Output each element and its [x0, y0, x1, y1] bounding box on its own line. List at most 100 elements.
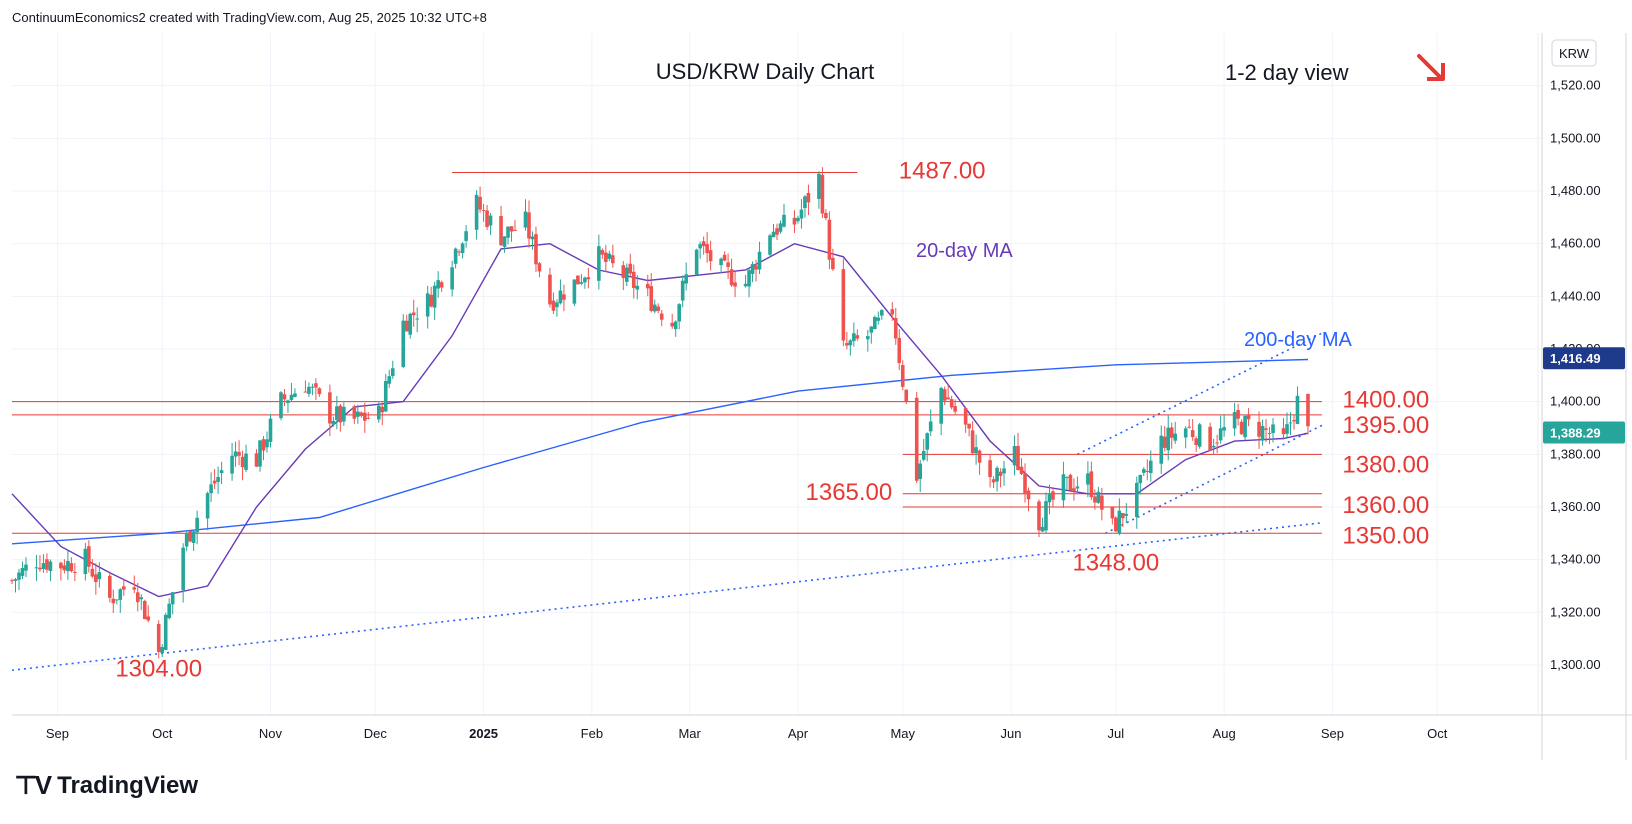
candle-body [94, 574, 98, 583]
candle-body [265, 439, 269, 448]
level-label: 1350.00 [1342, 522, 1429, 549]
candle-body [624, 267, 629, 282]
candle-body [1159, 435, 1164, 464]
tradingview-logo[interactable]: ⊤V TradingView [14, 770, 198, 801]
candle-body [513, 229, 517, 231]
candle-body [1162, 436, 1167, 448]
candle-body [87, 546, 91, 567]
candle-body [733, 282, 737, 287]
candle-body [597, 246, 601, 281]
candle-body [233, 451, 238, 457]
candle-body [649, 286, 654, 311]
candle-body [768, 235, 772, 255]
candle-body [338, 405, 343, 423]
candle-body [848, 340, 853, 346]
candle-body [820, 174, 825, 214]
candle-body [1114, 517, 1118, 532]
candle-body [1295, 395, 1300, 424]
candle-body [244, 453, 248, 470]
x-tick-label: Mar [678, 726, 701, 741]
candle-body [729, 269, 734, 286]
candle-body [698, 244, 702, 249]
x-tick-label: Sep [1321, 726, 1344, 741]
candle-body [680, 280, 685, 301]
candle-body [991, 479, 996, 483]
candle-body [1264, 428, 1268, 430]
candle-body [921, 451, 926, 460]
candle-body [132, 587, 137, 590]
x-tick-label: Jul [1108, 726, 1125, 741]
candle-body [656, 306, 661, 311]
y-tick-label: 1,480.00 [1550, 183, 1601, 198]
candle-body [45, 559, 49, 570]
currency-box[interactable] [1551, 39, 1597, 67]
candle-body [611, 255, 615, 264]
candle-body [1218, 428, 1223, 441]
candle-body [621, 265, 626, 278]
candle-body [146, 616, 151, 621]
candle-body [114, 599, 119, 601]
candle-body [942, 389, 947, 401]
candle-body [20, 567, 25, 576]
candle-body [289, 394, 294, 400]
candle-body [974, 447, 978, 454]
candle-body [939, 387, 943, 424]
candle-body [1117, 510, 1122, 534]
candle-body [852, 333, 856, 342]
candle-body [359, 412, 364, 416]
candle-body [97, 572, 102, 580]
candle-body [90, 568, 95, 577]
y-tick-label: 1,520.00 [1550, 78, 1601, 93]
candle-body [439, 282, 444, 288]
candle-body [782, 214, 786, 227]
candle-body [719, 258, 723, 266]
candle-body [775, 228, 779, 235]
chart-area[interactable]: 1,300.00 1,320.00 1,340.00 1,360.00 1,380.00… [0, 0, 1632, 765]
candle-body [303, 391, 308, 393]
candle-body [432, 285, 437, 308]
candle-body [212, 480, 217, 484]
x-tick-label: 2025 [469, 726, 498, 741]
candle-body [1246, 414, 1251, 420]
candle-body [464, 231, 468, 241]
usdkrw-chart[interactable]: 1,300.00 1,320.00 1,340.00 1,360.00 1,380.00… [0, 0, 1632, 760]
candle-body [135, 592, 140, 603]
candle-body [261, 439, 266, 451]
candle-body [478, 196, 482, 210]
level-label: 1365.00 [806, 479, 893, 506]
candle-body [817, 173, 821, 199]
candle-body [1093, 496, 1097, 503]
candle-body [1044, 501, 1048, 531]
candle-body [1145, 470, 1150, 472]
candle-body [604, 252, 608, 262]
last-price-tag: 1,388.29 [1550, 425, 1601, 440]
ma200-line [11, 358, 1309, 545]
candle-body [803, 196, 807, 209]
candle-body [652, 304, 657, 312]
candle-body [722, 254, 727, 261]
level-label: 1400.00 [1342, 387, 1429, 414]
candle-body [866, 336, 870, 340]
candle-body [387, 376, 392, 384]
candle-body [925, 433, 930, 450]
candle-body [530, 236, 535, 240]
candle-body [799, 209, 804, 219]
candle-body [499, 215, 503, 246]
candle-body [1026, 490, 1031, 500]
candle-body [1138, 474, 1143, 484]
candle-body [1260, 425, 1265, 441]
candle-body [705, 244, 709, 254]
candle-body [286, 400, 290, 404]
candle-body [527, 212, 531, 239]
candle-body [13, 579, 18, 581]
x-tick-label: Nov [259, 726, 283, 741]
candle-body [481, 210, 486, 212]
candle-body [108, 575, 112, 598]
candle-body [1236, 409, 1240, 419]
candle-body [139, 597, 144, 600]
candle-body [988, 460, 992, 478]
candle-body [1096, 491, 1101, 503]
candle-body [1288, 422, 1293, 424]
candle-body [1208, 426, 1212, 451]
candle-body [1173, 433, 1178, 441]
